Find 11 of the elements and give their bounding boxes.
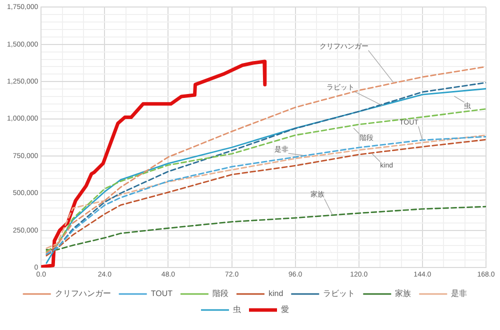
legend-label: 階段	[212, 289, 228, 298]
line-series	[46, 108, 486, 252]
legend-label: kind	[268, 289, 284, 298]
legend-label: 是非	[451, 289, 468, 298]
legend-label: 家族	[395, 289, 412, 298]
legend-label: 虫	[233, 305, 241, 314]
legend-label: ラビット	[323, 289, 356, 298]
line-series	[46, 206, 486, 250]
legend-label: 愛	[281, 305, 289, 314]
legend-label: TOUT	[150, 289, 173, 298]
legend-label: クリフハンガー	[54, 289, 111, 298]
